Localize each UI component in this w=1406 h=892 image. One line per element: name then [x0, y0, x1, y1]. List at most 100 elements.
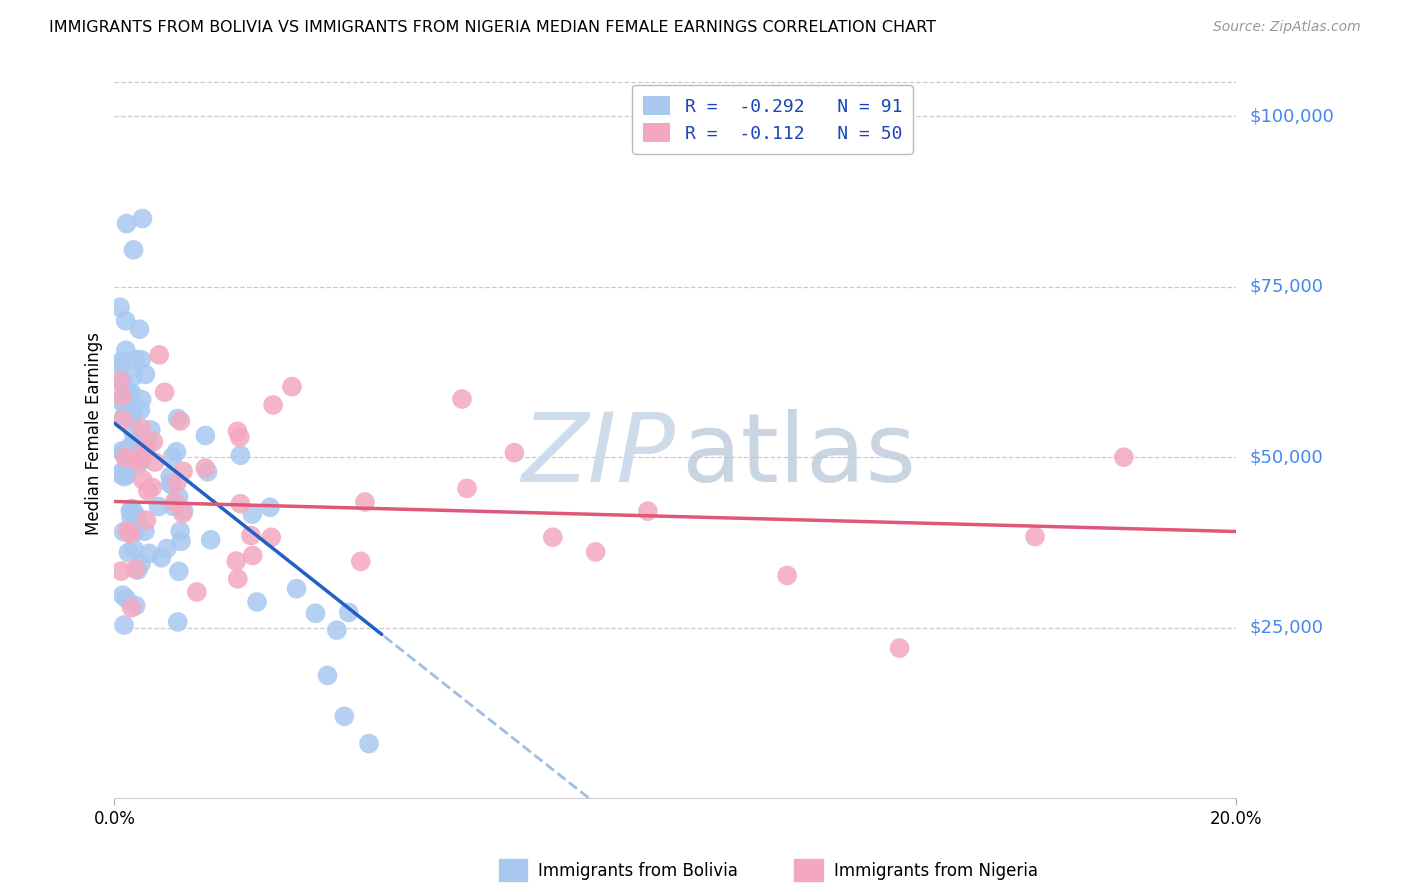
Point	[456, 482, 478, 496]
Point	[112, 464, 135, 478]
Point	[285, 582, 308, 596]
Point	[304, 606, 326, 620]
Point	[260, 530, 283, 544]
Text: ZIP: ZIP	[522, 409, 675, 501]
Point	[115, 592, 138, 607]
Point	[173, 503, 195, 517]
Point	[262, 398, 284, 412]
Point	[129, 352, 152, 367]
Text: $50,000: $50,000	[1250, 448, 1323, 467]
Point	[117, 524, 139, 538]
Point	[194, 461, 217, 475]
Text: IMMIGRANTS FROM BOLIVIA VS IMMIGRANTS FROM NIGERIA MEDIAN FEMALE EARNINGS CORREL: IMMIGRANTS FROM BOLIVIA VS IMMIGRANTS FR…	[49, 20, 936, 35]
Point	[115, 467, 138, 482]
Point	[186, 585, 208, 599]
Point	[451, 392, 474, 406]
Point	[110, 394, 132, 409]
Point	[122, 426, 145, 441]
Point	[585, 545, 607, 559]
Point	[131, 392, 153, 407]
Point	[776, 568, 799, 582]
Point	[148, 500, 170, 514]
Point	[326, 623, 349, 637]
Point	[167, 490, 190, 504]
Point	[172, 464, 194, 478]
Point	[121, 404, 143, 418]
Point	[121, 501, 143, 516]
Point	[153, 385, 176, 400]
Point	[337, 606, 360, 620]
Point	[131, 421, 153, 435]
Point	[114, 397, 136, 411]
Legend: R =  -0.292   N = 91, R =  -0.112   N = 50: R = -0.292 N = 91, R = -0.112 N = 50	[633, 85, 912, 153]
Point	[229, 497, 252, 511]
Point	[139, 423, 162, 437]
Point	[124, 562, 146, 576]
Point	[239, 528, 262, 542]
Point	[110, 374, 132, 388]
Point	[242, 549, 264, 563]
Point	[541, 530, 564, 544]
Point	[333, 709, 356, 723]
Point	[125, 599, 148, 613]
Point	[125, 510, 148, 524]
Point	[110, 467, 132, 482]
Point	[637, 504, 659, 518]
Point	[131, 453, 153, 467]
Point	[156, 541, 179, 556]
Point	[150, 550, 173, 565]
Point	[118, 403, 141, 417]
Point	[162, 500, 184, 514]
Point	[122, 406, 145, 420]
Text: Immigrants from Nigeria: Immigrants from Nigeria	[834, 862, 1038, 880]
Point	[120, 504, 142, 518]
Point	[148, 348, 170, 362]
Point	[246, 595, 269, 609]
Point	[229, 448, 252, 462]
Point	[112, 448, 135, 462]
Point	[122, 541, 145, 556]
Point	[114, 469, 136, 483]
Point	[226, 424, 249, 438]
Point	[225, 554, 247, 568]
Point	[138, 546, 160, 560]
Point	[124, 352, 146, 367]
Point	[162, 450, 184, 464]
Point	[316, 668, 339, 682]
Point	[125, 453, 148, 467]
Point	[169, 414, 191, 428]
Point	[229, 430, 252, 444]
Point	[131, 211, 153, 226]
Point	[128, 322, 150, 336]
Point	[111, 588, 134, 602]
Point	[167, 565, 190, 579]
Point	[172, 506, 194, 520]
Point	[1024, 530, 1046, 544]
Point	[166, 615, 188, 629]
Point	[259, 500, 281, 515]
Point	[132, 473, 155, 487]
Point	[124, 524, 146, 539]
Point	[111, 413, 134, 427]
Point	[143, 455, 166, 469]
Point	[357, 737, 380, 751]
Point	[112, 524, 135, 539]
Point	[136, 439, 159, 453]
Point	[127, 441, 149, 455]
Point	[112, 446, 135, 460]
Point	[170, 534, 193, 549]
Point	[166, 411, 188, 425]
Point	[160, 477, 183, 491]
Point	[110, 444, 132, 458]
Point	[134, 524, 156, 539]
Point	[114, 314, 136, 328]
Text: Source: ZipAtlas.com: Source: ZipAtlas.com	[1213, 20, 1361, 34]
Point	[1112, 450, 1135, 465]
Point	[128, 457, 150, 471]
Point	[226, 572, 249, 586]
Point	[159, 469, 181, 483]
Point	[166, 475, 188, 490]
Point	[889, 641, 911, 656]
Point	[281, 379, 304, 393]
Point	[127, 453, 149, 467]
